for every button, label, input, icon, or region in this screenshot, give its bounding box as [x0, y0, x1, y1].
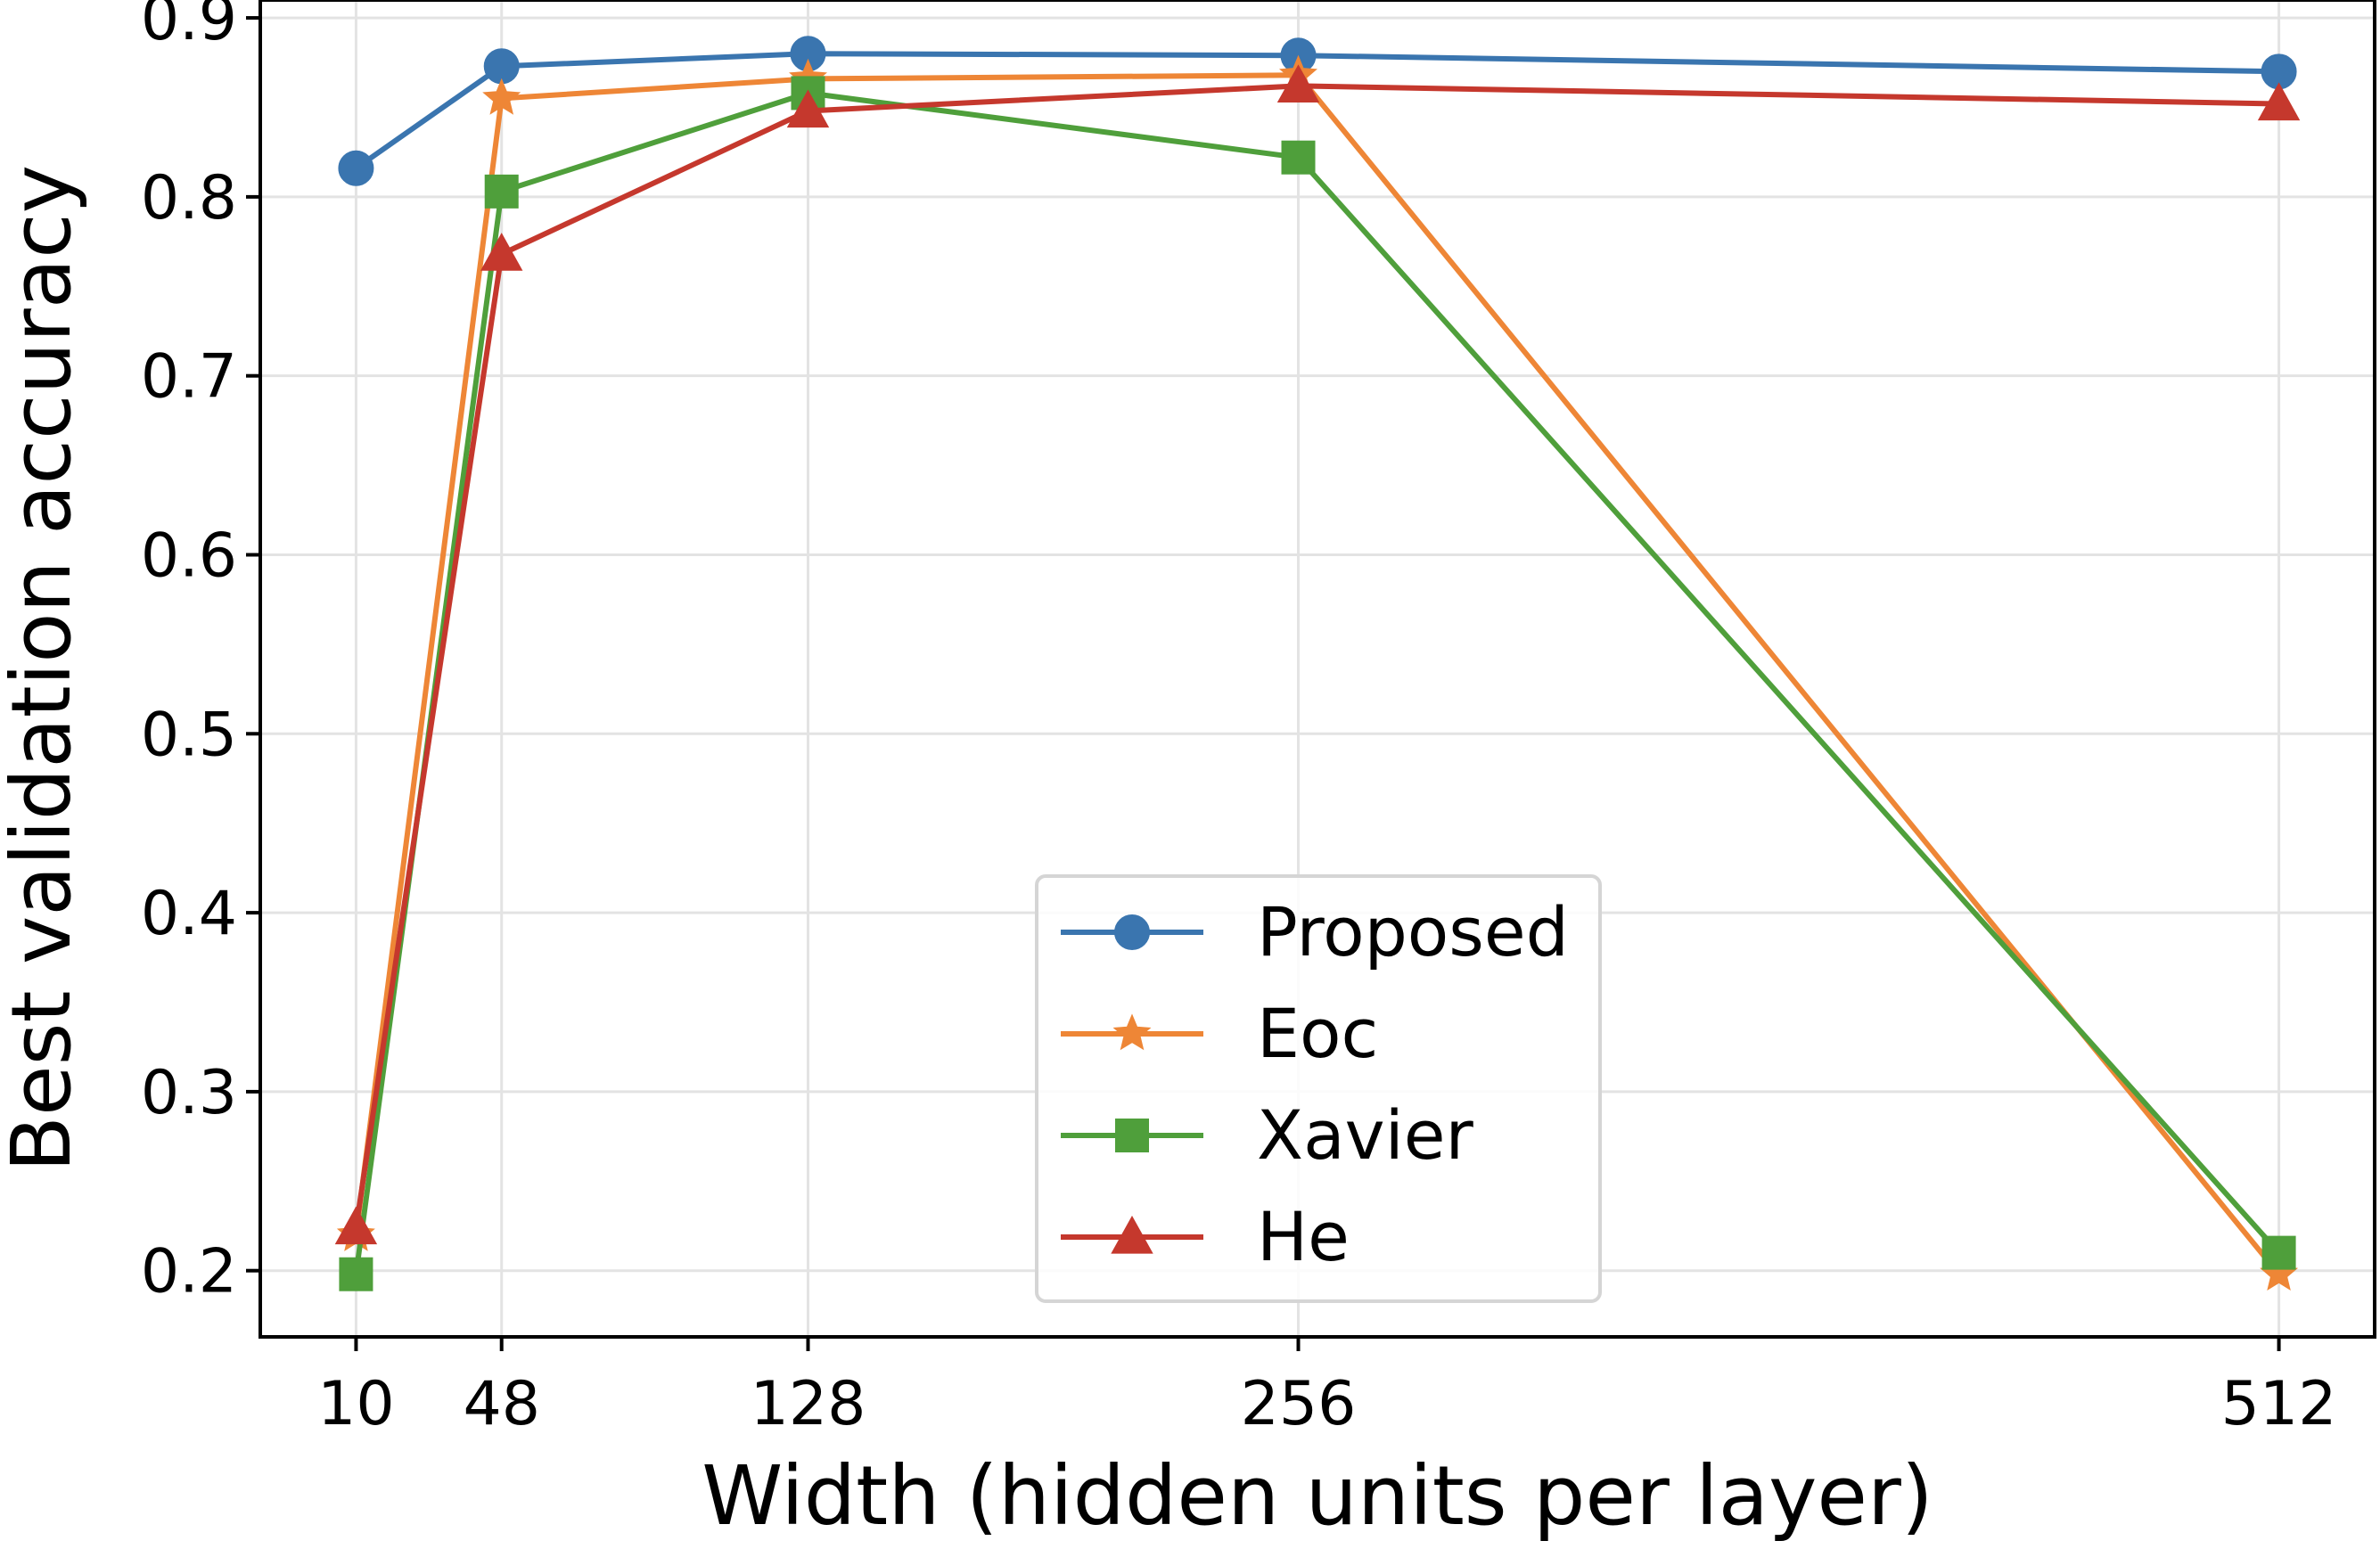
x-tick-label: 48	[463, 1369, 540, 1439]
y-tick-label: 0.2	[141, 1237, 237, 1307]
data-point-he	[480, 233, 523, 271]
legend-box	[1035, 874, 1602, 1303]
data-point-xavier	[484, 174, 519, 209]
y-tick-label: 0.4	[141, 879, 237, 949]
data-point-he	[786, 89, 830, 128]
legend-item-he: He	[1061, 1197, 1350, 1276]
y-tick-label: 0.5	[141, 700, 237, 770]
data-point-he	[2257, 82, 2301, 121]
data-point-proposed	[483, 48, 520, 85]
y-axis-title: Best validation accuracy	[0, 165, 89, 1172]
grid	[260, 0, 2375, 1337]
legend-item-proposed: Proposed	[1061, 892, 1569, 971]
series-layer	[334, 36, 2301, 1291]
data-point-xavier	[1281, 140, 1316, 175]
legend-marker-eoc	[1112, 1013, 1152, 1051]
x-tick-label: 256	[1241, 1369, 1357, 1439]
x-axis-title: Width (hidden units per layer)	[702, 1448, 1933, 1544]
legend-marker-he	[1111, 1215, 1153, 1254]
data-point-he	[1276, 64, 1320, 102]
legend-label-eoc: Eoc	[1257, 994, 1378, 1073]
data-point-he	[334, 1206, 378, 1245]
legend-item-xavier: Xavier	[1061, 1095, 1473, 1175]
series-he	[334, 64, 2301, 1245]
y-tick-label: 0.6	[141, 520, 237, 591]
y-axis: 0.2 0.3 0.4 0.5 0.6 0.7 0.8 0.9	[141, 0, 260, 1307]
legend-marker-xavier	[1115, 1119, 1149, 1152]
x-tick-label: 10	[317, 1369, 395, 1439]
legend-label-xavier: Xavier	[1257, 1095, 1473, 1175]
legend-marker-proposed	[1114, 914, 1150, 950]
legend: Proposed Eoc Xavier He	[1035, 874, 1602, 1303]
legend-label-proposed: Proposed	[1257, 892, 1569, 971]
data-point-proposed	[338, 150, 374, 186]
data-point-eoc	[482, 78, 521, 115]
plot-frame	[259, 0, 2376, 1339]
legend-item-eoc: Eoc	[1061, 994, 1378, 1073]
legend-label-he: He	[1257, 1197, 1350, 1276]
x-tick-label: 128	[751, 1369, 866, 1439]
y-tick-label: 0.7	[141, 342, 237, 413]
x-tick-label: 512	[2221, 1369, 2337, 1439]
data-point-xavier	[339, 1257, 373, 1291]
y-tick-label: 0.3	[141, 1058, 237, 1128]
x-axis: 10 48 128 256 512	[317, 1337, 2336, 1439]
y-tick-label: 0.8	[141, 163, 237, 234]
data-point-xavier	[2261, 1235, 2296, 1270]
y-tick-label: 0.9	[141, 0, 237, 54]
